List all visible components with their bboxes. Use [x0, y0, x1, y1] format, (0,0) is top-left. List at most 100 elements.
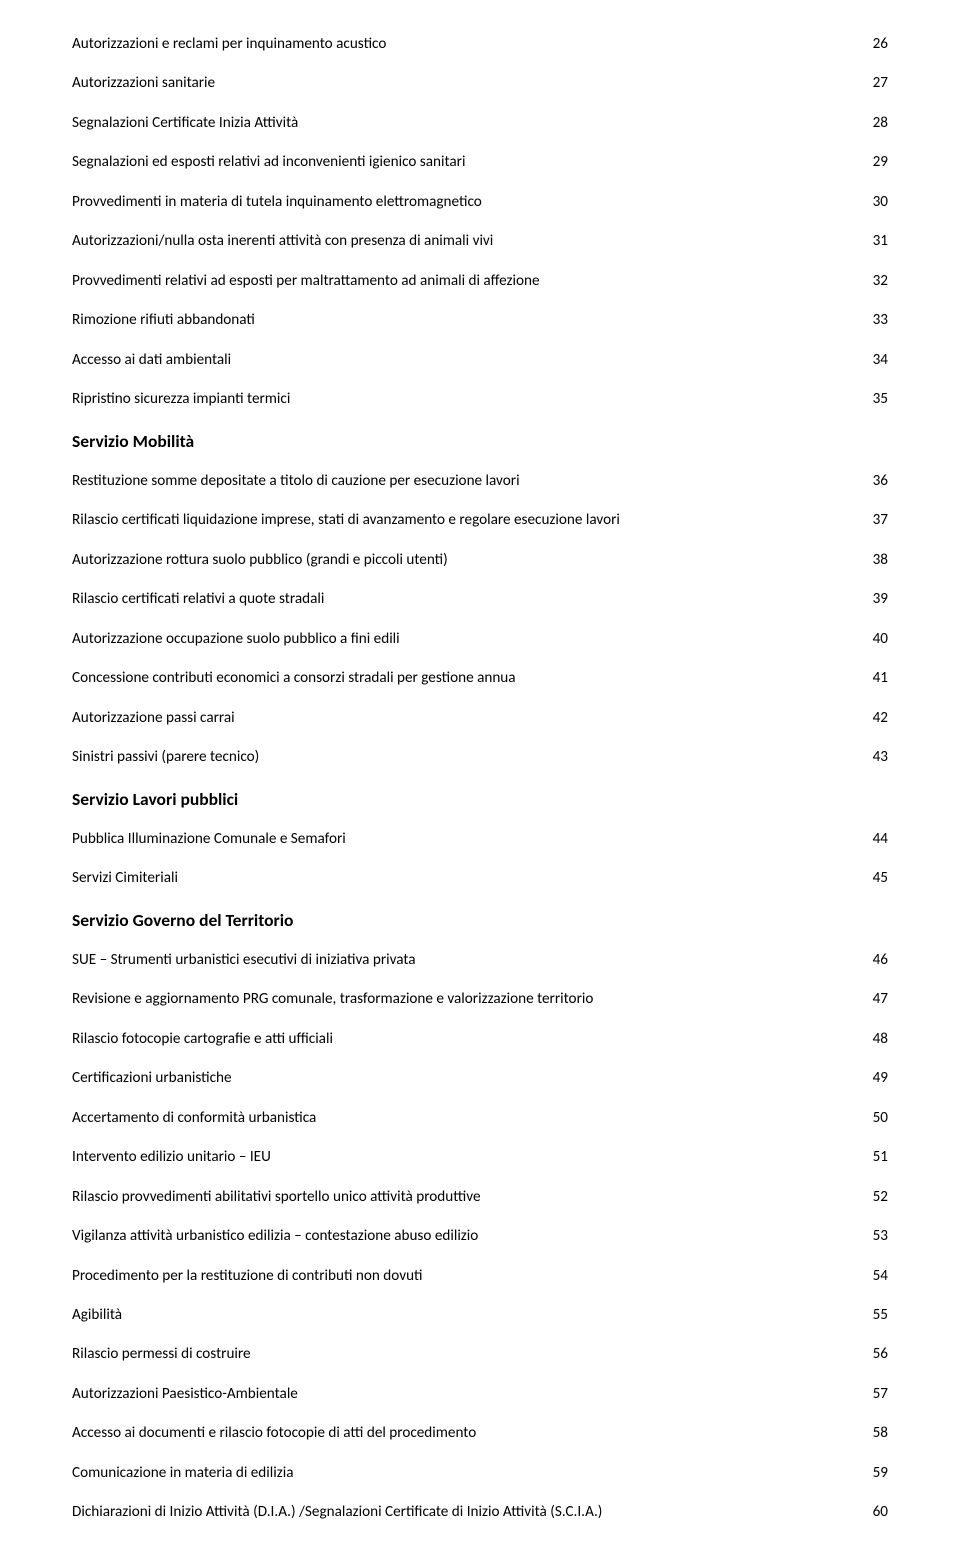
entry-page-number: 56 — [860, 1346, 888, 1363]
entry-label: Rilascio provvedimenti abilitativi sport… — [72, 1189, 860, 1206]
entry-label: Autorizzazioni sanitarie — [72, 75, 860, 92]
entry-label: Autorizzazione passi carrai — [72, 710, 860, 727]
toc-entry: Sinistri passivi (parere tecnico)43 — [72, 749, 888, 766]
toc-entry: Accesso ai documenti e rilascio fotocopi… — [72, 1425, 888, 1442]
toc-entry: Rilascio permessi di costruire56 — [72, 1346, 888, 1363]
section-title: Servizio Mobilità — [72, 431, 860, 451]
entry-label: Vigilanza attività urbanistico edilizia … — [72, 1228, 860, 1245]
entry-page-number: 33 — [860, 312, 888, 329]
toc-entry: Provvedimenti in materia di tutela inqui… — [72, 194, 888, 211]
entry-page-number: 46 — [860, 952, 888, 969]
toc-entry: Procedimento per la restituzione di cont… — [72, 1268, 888, 1285]
entry-label: Procedimento per la restituzione di cont… — [72, 1268, 860, 1285]
entry-label: Comunicazione in materia di edilizia — [72, 1465, 860, 1482]
toc-entry: Concessione contributi economici a conso… — [72, 670, 888, 687]
entry-page-number: 34 — [860, 352, 888, 369]
toc-entry: Rilascio fotocopie cartografie e atti uf… — [72, 1031, 888, 1048]
toc-section-heading: Servizio Mobilità — [72, 431, 888, 451]
entry-page-number: 50 — [860, 1110, 888, 1127]
entry-label: Accertamento di conformità urbanistica — [72, 1110, 860, 1127]
entry-page-number: 57 — [860, 1386, 888, 1403]
entry-label: Rilascio certificati liquidazione impres… — [72, 512, 860, 529]
entry-label: Agibilità — [72, 1307, 860, 1324]
toc-entry: Rimozione rifiuti abbandonati33 — [72, 312, 888, 329]
toc-entry: Autorizzazioni/nulla osta inerenti attiv… — [72, 233, 888, 250]
entry-page-number: 39 — [860, 591, 888, 608]
toc-entry: SUE – Strumenti urbanistici esecutivi di… — [72, 952, 888, 969]
entry-page-number: 45 — [860, 870, 888, 887]
entry-label: Segnalazioni ed esposti relativi ad inco… — [72, 154, 860, 171]
entry-page-number: 32 — [860, 273, 888, 290]
toc-entry: Segnalazioni ed esposti relativi ad inco… — [72, 154, 888, 171]
toc-entry: Intervento edilizio unitario – IEU51 — [72, 1149, 888, 1166]
entry-label: Autorizzazioni/nulla osta inerenti attiv… — [72, 233, 860, 250]
entry-label: SUE – Strumenti urbanistici esecutivi di… — [72, 952, 860, 969]
toc-entry: Servizi Cimiteriali45 — [72, 870, 888, 887]
entry-label: Segnalazioni Certificate Inizia Attività — [72, 115, 860, 132]
toc-entry: Revisione e aggiornamento PRG comunale, … — [72, 991, 888, 1008]
entry-label: Rilascio certificati relativi a quote st… — [72, 591, 860, 608]
entry-label: Rimozione rifiuti abbandonati — [72, 312, 860, 329]
toc-entry: Segnalazioni Certificate Inizia Attività… — [72, 115, 888, 132]
entry-label: Accesso ai dati ambientali — [72, 352, 860, 369]
entry-label: Dichiarazioni di Inizio Attività (D.I.A.… — [72, 1504, 860, 1521]
toc-section-heading: Servizio Governo del Territorio — [72, 910, 888, 930]
entry-page-number: 26 — [860, 36, 888, 53]
entry-page-number: 27 — [860, 75, 888, 92]
section-title: Servizio Lavori pubblici — [72, 789, 860, 809]
toc-entry: Autorizzazioni sanitarie27 — [72, 75, 888, 92]
entry-page-number: 58 — [860, 1425, 888, 1442]
entry-page-number: 38 — [860, 552, 888, 569]
entry-label: Provvedimenti in materia di tutela inqui… — [72, 194, 860, 211]
toc-entry: Ripristino sicurezza impianti termici35 — [72, 391, 888, 408]
entry-label: Rilascio fotocopie cartografie e atti uf… — [72, 1031, 860, 1048]
entry-label: Certificazioni urbanistiche — [72, 1070, 860, 1087]
toc-entry: Restituzione somme depositate a titolo d… — [72, 473, 888, 490]
toc-entry: Autorizzazioni e reclami per inquinament… — [72, 36, 888, 53]
entry-page-number: 43 — [860, 749, 888, 766]
entry-page-number: 54 — [860, 1268, 888, 1285]
entry-page-number: 30 — [860, 194, 888, 211]
entry-label: Ripristino sicurezza impianti termici — [72, 391, 860, 408]
toc-entry: Accertamento di conformità urbanistica50 — [72, 1110, 888, 1127]
entry-page-number: 52 — [860, 1189, 888, 1206]
toc-entry: Provvedimenti relativi ad esposti per ma… — [72, 273, 888, 290]
toc-entry: Rilascio certificati relativi a quote st… — [72, 591, 888, 608]
entry-page-number: 49 — [860, 1070, 888, 1087]
entry-label: Intervento edilizio unitario – IEU — [72, 1149, 860, 1166]
entry-page-number: 44 — [860, 831, 888, 848]
entry-label: Revisione e aggiornamento PRG comunale, … — [72, 991, 860, 1008]
entry-label: Accesso ai documenti e rilascio fotocopi… — [72, 1425, 860, 1442]
toc-section-heading: Servizio Lavori pubblici — [72, 789, 888, 809]
toc-entry: Certificazioni urbanistiche49 — [72, 1070, 888, 1087]
entry-page-number: 28 — [860, 115, 888, 132]
table-of-contents: Autorizzazioni e reclami per inquinament… — [72, 36, 888, 1522]
toc-entry: Autorizzazione rottura suolo pubblico (g… — [72, 552, 888, 569]
entry-label: Concessione contributi economici a conso… — [72, 670, 860, 687]
entry-label: Autorizzazione occupazione suolo pubblic… — [72, 631, 860, 648]
entry-page-number: 31 — [860, 233, 888, 250]
entry-page-number: 37 — [860, 512, 888, 529]
toc-entry: Autorizzazione passi carrai42 — [72, 710, 888, 727]
entry-page-number: 48 — [860, 1031, 888, 1048]
entry-label: Pubblica Illuminazione Comunale e Semafo… — [72, 831, 860, 848]
entry-label: Autorizzazioni Paesistico-Ambientale — [72, 1386, 860, 1403]
entry-label: Autorizzazioni e reclami per inquinament… — [72, 36, 860, 53]
entry-page-number: 40 — [860, 631, 888, 648]
toc-entry: Vigilanza attività urbanistico edilizia … — [72, 1228, 888, 1245]
entry-label: Provvedimenti relativi ad esposti per ma… — [72, 273, 860, 290]
entry-label: Autorizzazione rottura suolo pubblico (g… — [72, 552, 860, 569]
entry-page-number: 41 — [860, 670, 888, 687]
entry-page-number: 55 — [860, 1307, 888, 1324]
toc-entry: Accesso ai dati ambientali34 — [72, 352, 888, 369]
entry-page-number: 47 — [860, 991, 888, 1008]
entry-page-number: 53 — [860, 1228, 888, 1245]
entry-label: Servizi Cimiteriali — [72, 870, 860, 887]
entry-page-number: 51 — [860, 1149, 888, 1166]
entry-label: Sinistri passivi (parere tecnico) — [72, 749, 860, 766]
entry-page-number: 42 — [860, 710, 888, 727]
entry-page-number: 36 — [860, 473, 888, 490]
toc-entry: Agibilità55 — [72, 1307, 888, 1324]
toc-entry: Autorizzazioni Paesistico-Ambientale57 — [72, 1386, 888, 1403]
toc-entry: Autorizzazione occupazione suolo pubblic… — [72, 631, 888, 648]
